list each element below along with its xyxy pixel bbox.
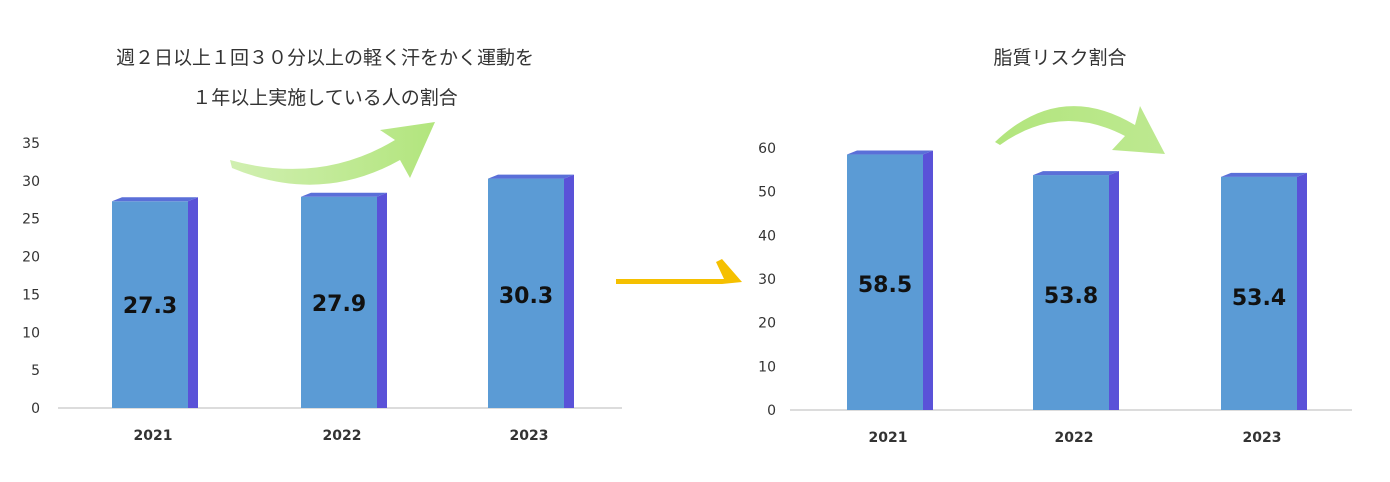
- chart2-y-tick-label: 40: [758, 228, 776, 244]
- chart1-x-tick-label: 2023: [510, 428, 549, 444]
- chart1-bar-top: [301, 192, 387, 197]
- chart2-x-tick-label: 2021: [869, 430, 908, 446]
- chart1-y-tick-label: 20: [22, 250, 40, 266]
- chart1-y-tick-label: 35: [22, 136, 40, 152]
- chart1-x-tick-label: 2022: [323, 428, 362, 444]
- chart2-y-tick-label: 20: [758, 316, 776, 332]
- chart1-y-tick-label: 5: [31, 363, 40, 379]
- upward-trend-arrow: [230, 122, 435, 185]
- chart2-y-tick-label: 30: [758, 272, 776, 288]
- chart2-bar-side: [1297, 172, 1307, 410]
- chart1-bar-top: [112, 197, 198, 202]
- chart2-value-label: 58.5: [858, 273, 912, 298]
- chart1-y-tick-label: 10: [22, 325, 40, 341]
- chart2-bar-front: [1221, 176, 1297, 410]
- chart2-y-ticks: 0 10 20 30 40 50 60: [758, 141, 776, 419]
- chart1-y-ticks: 0 5 10 15 20 25 30 35: [22, 136, 40, 417]
- downward-trend-arrow: [995, 106, 1165, 154]
- chart1-bar-front: [488, 178, 564, 408]
- chart2-x-ticks: 2021 2022 2023: [869, 430, 1282, 446]
- chart1-title-line1: 週２日以上１回３０分以上の軽く汗をかく運動を: [116, 47, 534, 69]
- chart1-y-tick-label: 30: [22, 174, 40, 190]
- chart2-title: 脂質リスク割合: [993, 47, 1126, 69]
- chart1-y-tick-label: 0: [31, 401, 40, 417]
- chart2-bar-front: [847, 154, 923, 410]
- chart2-bars: 58.5 53.8 53.4: [847, 150, 1307, 411]
- chart1-x-ticks: 2021 2022 2023: [134, 428, 549, 444]
- chart1-y-tick-label: 15: [22, 287, 40, 303]
- chart2-bar-front: [1033, 175, 1109, 410]
- chart1-y-tick-label: 25: [22, 212, 40, 228]
- chart2-x-tick-label: 2023: [1243, 430, 1282, 446]
- chart1-bar-side: [188, 197, 198, 408]
- chart1-x-tick-label: 2021: [134, 428, 173, 444]
- chart2-y-tick-label: 50: [758, 185, 776, 201]
- chart1-bar-front: [112, 201, 188, 408]
- chart1-title-line2: １年以上実施している人の割合: [192, 87, 457, 109]
- chart1-value-label: 27.3: [123, 294, 177, 319]
- chart2-bar-top: [1033, 171, 1119, 176]
- chart2-bar-top: [847, 150, 933, 155]
- chart2-value-label: 53.8: [1044, 284, 1098, 309]
- chart2-y-tick-label: 10: [758, 359, 776, 375]
- chart1-bar-side: [564, 174, 574, 408]
- chart1-value-label: 30.3: [499, 284, 553, 309]
- chart1-bar-side: [377, 192, 387, 408]
- chart2-y-tick-label: 60: [758, 141, 776, 157]
- chart2-value-label: 53.4: [1232, 286, 1286, 311]
- chart2-bar-side: [923, 150, 933, 411]
- chart1-value-label: 27.9: [312, 292, 366, 317]
- chart1-bars: 27.3 27.9 30.3: [112, 174, 574, 408]
- chart2-y-tick-label: 0: [767, 403, 776, 419]
- chart1-bar-top: [488, 174, 574, 179]
- chart2-bar-side: [1109, 171, 1119, 410]
- connector-arrow: [616, 259, 742, 284]
- chart2-x-tick-label: 2022: [1055, 430, 1094, 446]
- chart1-bar-front: [301, 196, 377, 408]
- chart2-bar-top: [1221, 172, 1307, 177]
